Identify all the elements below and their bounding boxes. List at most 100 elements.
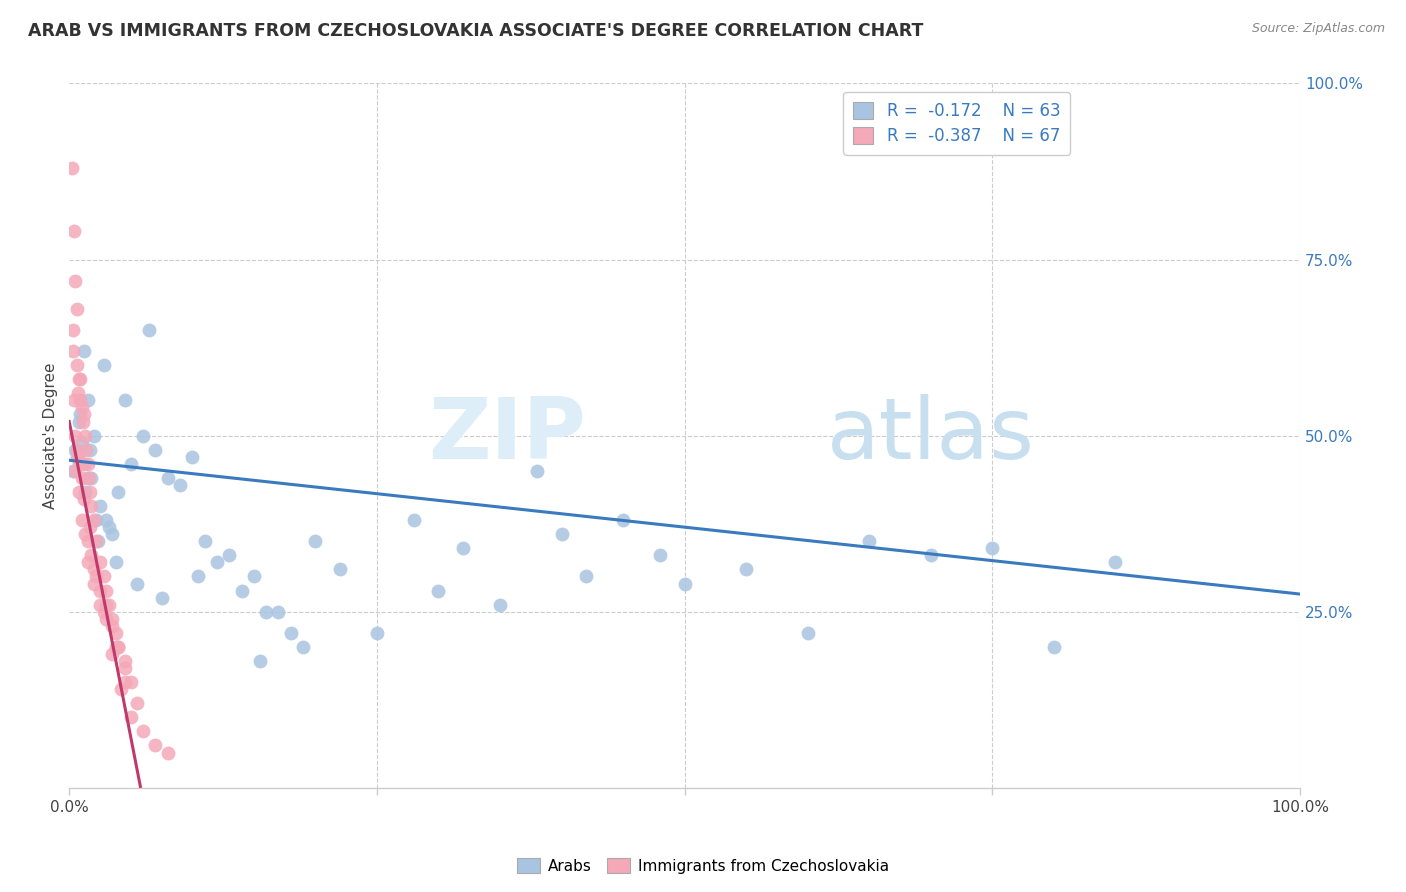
Point bbox=[89, 583, 111, 598]
Point bbox=[1043, 640, 1066, 654]
Point bbox=[981, 541, 1004, 556]
Legend: R =  -0.172    N = 63, R =  -0.387    N = 67: R = -0.172 N = 63, R = -0.387 N = 67 bbox=[844, 92, 1070, 155]
Point bbox=[69, 393, 91, 408]
Point bbox=[97, 598, 120, 612]
Point bbox=[93, 358, 115, 372]
Point bbox=[105, 640, 128, 654]
Point bbox=[101, 619, 124, 633]
Point bbox=[187, 569, 209, 583]
Point bbox=[66, 450, 89, 464]
Point bbox=[96, 598, 118, 612]
Point bbox=[62, 464, 84, 478]
Point bbox=[329, 562, 352, 576]
Point bbox=[107, 640, 129, 654]
Point bbox=[75, 428, 97, 442]
Point bbox=[89, 555, 111, 569]
Point bbox=[673, 576, 696, 591]
Point bbox=[67, 372, 90, 386]
Point bbox=[125, 576, 148, 591]
Point bbox=[62, 344, 84, 359]
Y-axis label: Associate's Degree: Associate's Degree bbox=[44, 362, 58, 508]
Point bbox=[96, 612, 118, 626]
Point bbox=[86, 534, 108, 549]
Point bbox=[194, 534, 217, 549]
Point bbox=[120, 457, 142, 471]
Point bbox=[218, 549, 240, 563]
Legend: Arabs, Immigrants from Czechoslovakia: Arabs, Immigrants from Czechoslovakia bbox=[512, 852, 894, 880]
Point bbox=[110, 682, 132, 697]
Point bbox=[249, 654, 271, 668]
Point bbox=[84, 569, 107, 583]
Point bbox=[735, 562, 758, 576]
Point bbox=[138, 323, 160, 337]
Point bbox=[120, 710, 142, 724]
Point bbox=[72, 415, 94, 429]
Point bbox=[145, 739, 167, 753]
Point bbox=[97, 520, 120, 534]
Point bbox=[181, 450, 204, 464]
Point bbox=[70, 513, 93, 527]
Point bbox=[96, 583, 118, 598]
Point bbox=[75, 485, 97, 500]
Point bbox=[65, 274, 87, 288]
Point bbox=[69, 408, 91, 422]
Point bbox=[575, 569, 598, 583]
Point bbox=[79, 485, 101, 500]
Point bbox=[65, 301, 87, 316]
Point bbox=[145, 442, 167, 457]
Point bbox=[67, 457, 90, 471]
Point bbox=[93, 605, 115, 619]
Point bbox=[612, 513, 634, 527]
Point bbox=[73, 408, 96, 422]
Point bbox=[101, 527, 124, 541]
Point bbox=[69, 372, 91, 386]
Point bbox=[89, 598, 111, 612]
Point bbox=[107, 640, 129, 654]
Point bbox=[920, 549, 942, 563]
Point bbox=[79, 520, 101, 534]
Point bbox=[280, 625, 302, 640]
Point bbox=[67, 415, 90, 429]
Point bbox=[107, 485, 129, 500]
Point bbox=[75, 527, 97, 541]
Text: atlas: atlas bbox=[827, 394, 1035, 477]
Point bbox=[648, 549, 671, 563]
Point bbox=[96, 513, 118, 527]
Point bbox=[83, 562, 105, 576]
Point bbox=[65, 442, 87, 457]
Point bbox=[243, 569, 266, 583]
Point bbox=[63, 393, 86, 408]
Point bbox=[66, 386, 89, 401]
Point bbox=[114, 661, 136, 675]
Point bbox=[83, 513, 105, 527]
Point bbox=[796, 625, 818, 640]
Point bbox=[132, 724, 155, 739]
Point bbox=[114, 393, 136, 408]
Point bbox=[267, 605, 290, 619]
Point bbox=[70, 471, 93, 485]
Text: ARAB VS IMMIGRANTS FROM CZECHOSLOVAKIA ASSOCIATE'S DEGREE CORRELATION CHART: ARAB VS IMMIGRANTS FROM CZECHOSLOVAKIA A… bbox=[28, 22, 924, 40]
Point bbox=[427, 583, 450, 598]
Text: Source: ZipAtlas.com: Source: ZipAtlas.com bbox=[1251, 22, 1385, 36]
Point bbox=[150, 591, 173, 605]
Point bbox=[65, 428, 87, 442]
Point bbox=[73, 457, 96, 471]
Point bbox=[76, 534, 98, 549]
Point bbox=[65, 450, 87, 464]
Point bbox=[231, 583, 253, 598]
Point bbox=[156, 471, 179, 485]
Point bbox=[254, 605, 277, 619]
Point bbox=[451, 541, 474, 556]
Point bbox=[65, 358, 87, 372]
Point bbox=[120, 675, 142, 690]
Point bbox=[304, 534, 326, 549]
Point bbox=[83, 428, 105, 442]
Point bbox=[77, 471, 100, 485]
Point bbox=[76, 555, 98, 569]
Point bbox=[83, 576, 105, 591]
Point bbox=[73, 344, 96, 359]
Point bbox=[80, 549, 103, 563]
Point bbox=[65, 442, 87, 457]
Point bbox=[67, 485, 90, 500]
Point bbox=[84, 534, 107, 549]
